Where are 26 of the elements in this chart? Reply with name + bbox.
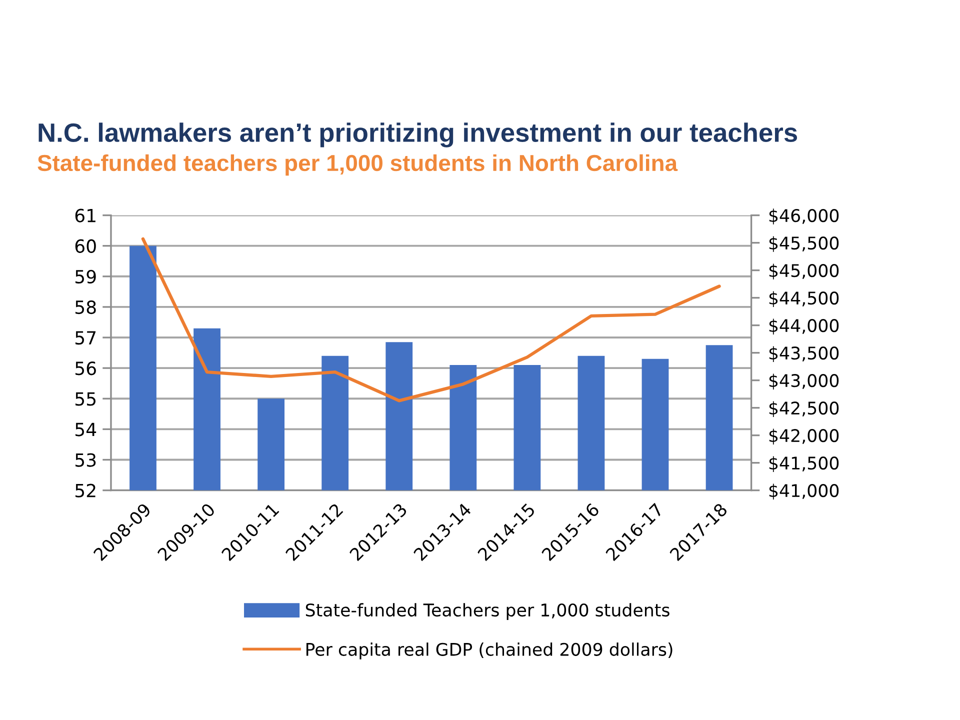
y-tick-label: 60: [75, 239, 96, 253]
y-tick-label: 56: [76, 362, 96, 376]
y2-tick-label: $42,000: [769, 428, 839, 444]
legend-label: Per capita real GDP (chained 2009 dollars): [306, 642, 672, 660]
chart-title: N.C. lawmakers aren’t prioritizing investment in our teachers: [38, 122, 798, 148]
y2-tick-label: $43,500: [769, 346, 839, 362]
y2-tick-label: $45,500: [769, 236, 839, 252]
y2-tick-label: $44,000: [769, 318, 839, 334]
y2-tick-label: $41,000: [769, 484, 839, 500]
chart-subtitle: State-funded teachers per 1,000 students in North Carolina: [38, 154, 678, 176]
y2-tick-label: $46,000: [769, 208, 839, 224]
legend-label: State-funded Teachers per 1,000 students: [306, 603, 670, 620]
y-tick-label: 58: [76, 300, 96, 314]
y-tick-label: 61: [75, 208, 96, 222]
y2-tick-label: $43,000: [769, 374, 839, 390]
y-tick-label: 55: [76, 392, 96, 406]
y2-tick-label: $44,500: [769, 291, 839, 307]
y2-tick-label: $45,000: [769, 264, 839, 280]
y-tick-label: 52: [76, 484, 96, 498]
y-tick-label: 57: [76, 331, 96, 345]
y-tick-label: 54: [76, 422, 96, 436]
y2-tick-label: $42,500: [769, 401, 839, 417]
line-series: [141, 237, 721, 402]
y-tick-label: 53: [76, 453, 96, 467]
y-tick-label: 59: [76, 270, 96, 284]
y2-tick-label: $41,500: [769, 456, 839, 472]
